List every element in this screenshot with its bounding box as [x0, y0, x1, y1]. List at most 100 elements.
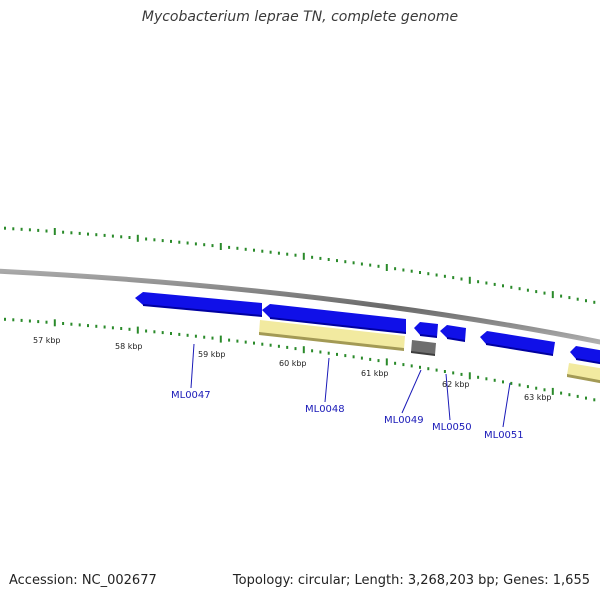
inner-ring-tick [568, 393, 571, 397]
inner-ring-tick [394, 361, 397, 365]
inner-ring-tick [468, 372, 471, 380]
inner-ring-tick [53, 319, 56, 327]
outer-ring-tick [111, 234, 114, 238]
outer-ring-tick [219, 243, 222, 250]
leader-ml0050 [445, 373, 451, 421]
outer-ring-tick [443, 274, 446, 278]
gene-label-ml0048[interactable]: ML0048 [305, 404, 345, 415]
gene-label-ml0047[interactable]: ML0047 [171, 390, 211, 401]
gene-ml0048-arrow[interactable] [262, 304, 406, 334]
genome-backbone [0, 268, 600, 345]
outer-ring-tick [211, 244, 214, 248]
inner-ring-tick [203, 335, 206, 339]
inner-ring-tick [95, 324, 98, 328]
outer-ring-tick [78, 231, 81, 235]
accession-text: Accession: NC_002677 [9, 573, 157, 588]
gene-ml0049-arrow[interactable] [414, 322, 438, 338]
inner-ring-tick [551, 387, 554, 395]
inner-ring-tick [344, 354, 347, 358]
leader-ml0047 [190, 343, 195, 389]
inner-ring-tick [128, 327, 131, 331]
outer-ring-tick [435, 273, 438, 277]
inner-ring-tick [302, 346, 305, 354]
inner-ring-tick [319, 350, 322, 354]
misc-feature-block[interactable] [411, 340, 436, 356]
gene-ml0051-arrow[interactable] [480, 331, 555, 356]
inner-ring-tick [435, 368, 438, 372]
outer-ring-tick [170, 239, 172, 243]
outer-ring-tick [502, 284, 504, 288]
inner-ring-tick [543, 388, 546, 392]
inner-ring-tick [178, 332, 181, 336]
leader-ml0049 [401, 369, 422, 414]
gene-label-ml0049[interactable]: ML0049 [384, 415, 424, 426]
gene-label-ml0051[interactable]: ML0051 [484, 430, 524, 441]
scale-label-60: 60 kbp [279, 359, 307, 368]
gene-partial-arrow[interactable] [570, 346, 600, 365]
outer-ring-tick [186, 241, 189, 245]
outer-ring-tick [593, 300, 596, 304]
inner-ring-tick [62, 322, 65, 325]
inner-ring-tick [236, 339, 239, 343]
outer-ring-tick [427, 272, 430, 276]
inner-ring-tick [294, 347, 297, 351]
inner-ring-tick [219, 335, 222, 343]
inner-ring-tick [352, 355, 355, 359]
leader-ml0051 [502, 382, 511, 428]
feature-track [135, 292, 600, 384]
outer-ring-tick [460, 277, 463, 281]
inner-ring-tick [402, 363, 405, 367]
outer-ring-tick [236, 246, 239, 250]
outer-ring-tick [419, 271, 421, 274]
inner-ring-tick [369, 357, 372, 361]
gene-leader-lines [190, 343, 511, 428]
outer-ring-tick [510, 285, 513, 289]
inner-ring-tick [12, 318, 15, 322]
outer-ring-tick [402, 268, 405, 272]
inner-ring-tick [87, 324, 89, 328]
inner-ring-tick [111, 326, 114, 330]
outer-ring-tick [53, 228, 56, 235]
inner-ring-tick [443, 370, 446, 373]
inner-ring-tick [136, 326, 139, 334]
inner-tick-ring [4, 317, 596, 402]
pseudogene-block-1[interactable] [259, 320, 405, 351]
inner-ring-tick [161, 331, 164, 335]
outer-ring-tick [269, 250, 272, 254]
outer-ring-tick [20, 227, 23, 231]
inner-ring-tick [485, 377, 488, 381]
inner-ring-tick [535, 386, 538, 390]
scale-labels: 57 kbp 58 kbp 59 kbp 60 kbp 61 kbp 62 kb… [33, 336, 552, 402]
inner-ring-tick [145, 329, 148, 333]
pseudogene-block-2[interactable] [567, 363, 600, 384]
gene-label-ml0050[interactable]: ML0050 [432, 422, 472, 433]
inner-ring-tick [460, 372, 463, 376]
outer-ring-tick [70, 231, 73, 235]
outer-ring-tick [286, 252, 289, 256]
outer-ring-tick [178, 240, 181, 244]
inner-ring-tick [45, 320, 48, 324]
inner-ring-tick [593, 398, 596, 402]
inner-ring-tick [427, 367, 430, 371]
outer-ring-tick [535, 290, 538, 294]
outer-ring-tick [294, 253, 297, 257]
gene-ml0050-arrow[interactable] [440, 325, 466, 342]
inner-ring-tick [510, 381, 513, 385]
outer-ring-tick [369, 263, 372, 267]
outer-ring-tick [477, 280, 480, 284]
inner-ring-tick [194, 334, 197, 338]
outer-ring-tick [385, 264, 388, 271]
outer-ring-tick [394, 267, 397, 271]
inner-ring-tick [518, 383, 521, 387]
outer-ring-tick [526, 288, 529, 292]
outer-ring-tick [203, 243, 206, 247]
outer-ring-tick [327, 258, 330, 261]
gene-ml0047-arrow[interactable] [135, 292, 262, 317]
scale-label-57: 57 kbp [33, 336, 61, 345]
outer-ring-tick [45, 229, 48, 233]
inner-ring-tick [336, 352, 338, 356]
inner-ring-tick [419, 365, 421, 369]
inner-ring-tick [277, 344, 280, 348]
inner-ring-tick [103, 325, 106, 329]
